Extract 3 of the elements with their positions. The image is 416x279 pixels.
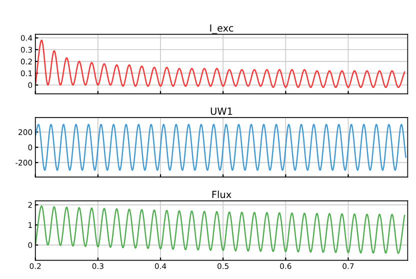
chart-title: UW1: [210, 108, 232, 115]
chart-title: Flux: [212, 190, 232, 198]
chart-title: I_exc: [210, 24, 234, 34]
